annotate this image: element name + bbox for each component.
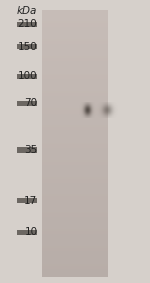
FancyBboxPatch shape: [17, 147, 37, 153]
FancyBboxPatch shape: [17, 22, 37, 27]
Text: 150: 150: [18, 42, 38, 52]
Text: 210: 210: [18, 19, 38, 29]
Text: 17: 17: [24, 196, 38, 206]
Text: 10: 10: [24, 227, 38, 237]
Text: kDa: kDa: [17, 6, 38, 16]
FancyBboxPatch shape: [17, 44, 37, 49]
FancyBboxPatch shape: [17, 230, 37, 235]
FancyBboxPatch shape: [17, 101, 37, 106]
Text: 35: 35: [24, 145, 38, 155]
Text: 70: 70: [24, 98, 38, 108]
FancyBboxPatch shape: [17, 74, 37, 79]
Text: 100: 100: [18, 71, 38, 82]
FancyBboxPatch shape: [17, 198, 37, 203]
